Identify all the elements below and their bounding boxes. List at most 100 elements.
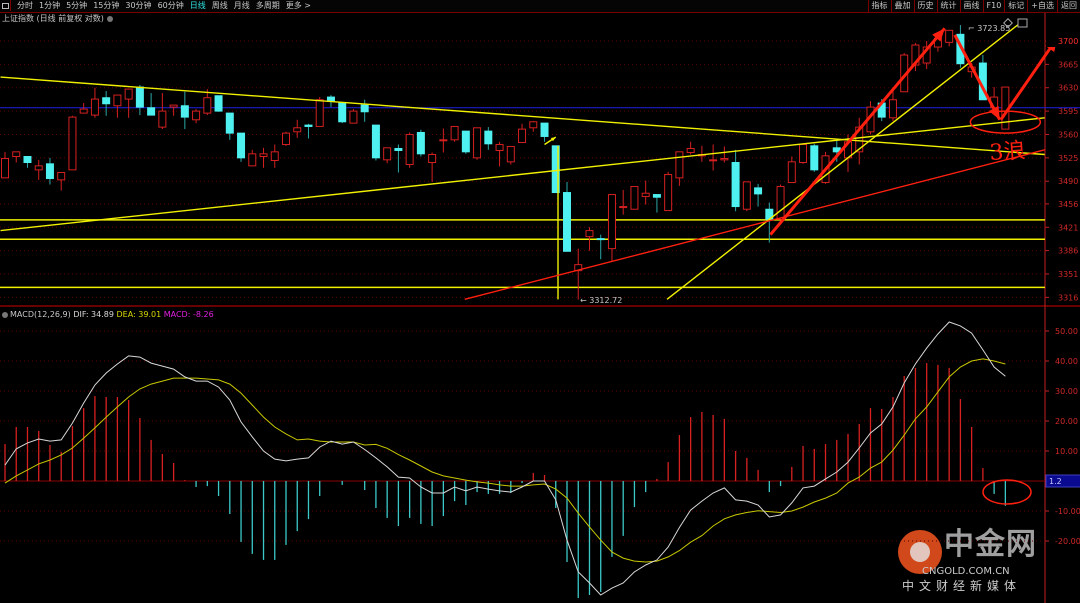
candle-body	[596, 238, 605, 241]
candle	[248, 149, 257, 167]
candle-body	[45, 163, 54, 180]
window-icon	[1017, 18, 1028, 28]
candle	[23, 155, 32, 168]
settings-circle-icon[interactable]	[2, 311, 8, 318]
price-tick-label: 3316	[1058, 293, 1078, 302]
candle	[282, 131, 290, 146]
macd-tick-label: 20.00	[1055, 417, 1078, 426]
candle-body	[225, 112, 234, 134]
toolbar-button[interactable]: 标记	[1004, 0, 1027, 12]
period-tab[interactable]: 日线	[189, 1, 206, 10]
candle	[697, 145, 706, 162]
candle	[450, 125, 459, 142]
candle-body	[551, 145, 560, 194]
candle-body	[124, 88, 133, 100]
logo-name: 中金网	[944, 527, 1037, 562]
period-tab[interactable]: 60分钟	[157, 1, 184, 10]
candle-body	[720, 157, 729, 161]
period-tab[interactable]: 5分钟	[66, 1, 88, 10]
candle	[518, 123, 527, 143]
candle	[765, 202, 774, 243]
candle	[596, 234, 605, 260]
trendline	[0, 117, 1045, 232]
candle-body	[787, 161, 796, 184]
toolbar-button[interactable]: F10	[982, 0, 1005, 12]
candle-body	[180, 105, 189, 118]
period-tab[interactable]: 周线	[211, 1, 228, 10]
period-tab[interactable]: 更多 >	[285, 1, 311, 10]
candle	[90, 87, 99, 118]
chart-title: 上证指数 (日线 前复权 对数)	[2, 13, 113, 24]
toolbar-button[interactable]: 叠加	[890, 0, 914, 12]
toolbar-button[interactable]: 返回	[1057, 0, 1080, 12]
price-marker	[1046, 35, 1080, 47]
dif-line	[4, 321, 1006, 596]
candle-body	[675, 151, 684, 179]
low-price-value: 3312.72	[589, 296, 622, 305]
price-tick-label: 3630	[1058, 84, 1078, 93]
toolbar-button[interactable]: 画线	[959, 0, 983, 12]
candle-body	[563, 192, 571, 252]
macd-tick-label: 10.00	[1055, 447, 1078, 456]
candle	[169, 104, 178, 116]
candle-body	[888, 99, 897, 119]
candle	[428, 152, 437, 182]
candle	[270, 144, 279, 168]
panel-toggle-icon[interactable]	[0, 0, 11, 11]
toolbar-button[interactable]: 统计	[936, 0, 960, 12]
diamond-icon	[1003, 18, 1013, 28]
price-tick-label: 3595	[1058, 107, 1078, 116]
period-tab[interactable]: 30分钟	[125, 1, 152, 10]
candle-body	[147, 107, 156, 116]
candle-body	[540, 122, 549, 137]
candle-body	[416, 131, 425, 155]
candle-body	[484, 130, 493, 145]
period-tab[interactable]: 月线	[233, 1, 250, 10]
arrow-annotation	[544, 136, 557, 146]
macd-legend: MACD(12,26,9) DIF: 34.89 DEA: 39.01 MACD…	[2, 310, 214, 319]
candle-body	[686, 147, 695, 153]
candle	[742, 181, 751, 212]
candle	[540, 122, 549, 142]
candle-body	[270, 151, 279, 162]
period-tab[interactable]: 多周期	[255, 1, 280, 10]
candle-body	[619, 206, 628, 209]
candle-body	[315, 99, 324, 127]
candle	[776, 184, 785, 220]
toolbar-button[interactable]: 指标	[867, 0, 891, 12]
macd-name: MACD(12,26,9)	[10, 310, 71, 319]
settings-circle-icon[interactable]	[106, 15, 113, 22]
candle	[360, 99, 369, 122]
candle-body	[1, 157, 9, 179]
candle-body	[776, 186, 785, 220]
candle	[484, 127, 493, 150]
candle-body	[607, 194, 616, 250]
candle	[405, 132, 414, 168]
candle	[799, 143, 808, 164]
candle-body	[169, 104, 178, 108]
candle	[787, 156, 796, 184]
candle	[192, 109, 201, 124]
candle-body	[855, 126, 864, 153]
toolbar-button[interactable]: +自选	[1027, 0, 1057, 12]
macd-current-marker	[1045, 474, 1080, 488]
candle	[135, 85, 144, 116]
candle-body	[192, 110, 201, 121]
candle	[79, 103, 88, 114]
toolbar-button[interactable]: 历史	[913, 0, 937, 12]
candle	[394, 144, 403, 173]
candle	[686, 141, 695, 155]
arrow-shaft	[769, 27, 946, 236]
period-tab[interactable]: 分时	[17, 1, 33, 10]
candle-body	[34, 165, 43, 171]
candle	[12, 151, 21, 163]
candle	[180, 91, 189, 130]
low-price-label: ← 3312.72	[580, 296, 622, 305]
period-tab[interactable]: 15分钟	[93, 1, 120, 10]
period-tab[interactable]: 1分钟	[39, 1, 61, 10]
candle-body	[810, 145, 819, 171]
candle	[158, 93, 167, 130]
candle	[754, 183, 763, 207]
candle	[237, 132, 246, 162]
